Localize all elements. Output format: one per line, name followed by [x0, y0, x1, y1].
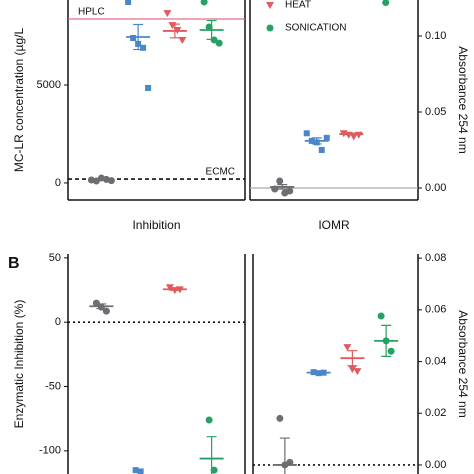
data-point: [125, 0, 132, 5]
error-bar: [313, 371, 324, 374]
data-point: [102, 307, 110, 315]
error-bar: [206, 19, 217, 40]
data-point: [145, 84, 152, 91]
data-point: [130, 35, 137, 42]
data-point: [178, 36, 187, 44]
data-point: [286, 187, 294, 195]
y-axis-label: Enzymatic Inhibition (%): [12, 300, 26, 429]
data-point: [132, 467, 139, 474]
y-tick-label: -50: [45, 380, 61, 392]
error-bar: [133, 23, 144, 51]
error-bar: [381, 324, 392, 357]
data-point: [387, 347, 395, 355]
y-tick-label: 0.00: [425, 182, 446, 194]
data-point: [303, 130, 310, 137]
reference-label: ECMC: [206, 167, 235, 178]
legend-marker: [266, 24, 274, 32]
data-point: [348, 366, 357, 374]
x-axis-label: Inhibition: [132, 218, 180, 232]
y-tick-label: -100: [39, 445, 61, 457]
legend-label: HEAT: [285, 0, 311, 11]
data-point: [377, 312, 385, 320]
data-point: [353, 368, 362, 376]
y-tick-label: 0.00: [425, 459, 446, 471]
y-tick-label: 0.10: [425, 30, 446, 42]
error-bar: [311, 137, 322, 145]
error-bar: [96, 303, 107, 310]
y-tick-label: 0.08: [425, 252, 446, 264]
y-tick-label: 5000: [37, 79, 61, 91]
y-axis-label: Absorbance 254 nm: [456, 310, 470, 417]
y-axis-label: Absorbance 254 nm: [456, 46, 470, 153]
error-bar: [279, 437, 290, 474]
error-bar: [277, 184, 288, 190]
reference-label: HPLC: [78, 7, 105, 18]
data-point: [323, 134, 330, 141]
y-tick-label: 0.06: [425, 304, 446, 316]
y-tick-label: 0.04: [425, 355, 446, 367]
data-point: [215, 39, 223, 47]
data-point: [343, 344, 352, 352]
y-tick-label: 0.02: [425, 407, 446, 419]
panel-label: B: [8, 255, 20, 272]
data-point: [210, 466, 218, 474]
x-axis-label: IOMR: [318, 218, 350, 232]
data-point: [163, 10, 172, 18]
error-bar: [96, 178, 107, 182]
legend-label: SONICATION: [285, 23, 346, 34]
error-bar: [169, 287, 180, 291]
data-point: [205, 416, 213, 424]
y-tick-label: 0.05: [425, 106, 446, 118]
data-point: [92, 299, 100, 307]
error-bar: [346, 132, 357, 136]
error-bar: [206, 436, 217, 474]
data-point: [140, 44, 147, 51]
data-point: [200, 0, 208, 6]
data-point: [205, 23, 213, 31]
error-bar: [347, 350, 358, 367]
error-bar: [169, 23, 180, 39]
y-axis-label: MC-LR concentration (µg/L: [12, 28, 26, 173]
data-point: [276, 177, 284, 185]
data-point: [137, 468, 144, 474]
y-tick-label: 0: [55, 316, 61, 328]
data-point: [318, 147, 325, 153]
data-point: [276, 414, 284, 422]
legend-marker: [266, 2, 274, 9]
y-tick-label: 50: [49, 252, 61, 264]
data-point: [382, 0, 390, 7]
y-tick-label: 0: [55, 177, 61, 189]
